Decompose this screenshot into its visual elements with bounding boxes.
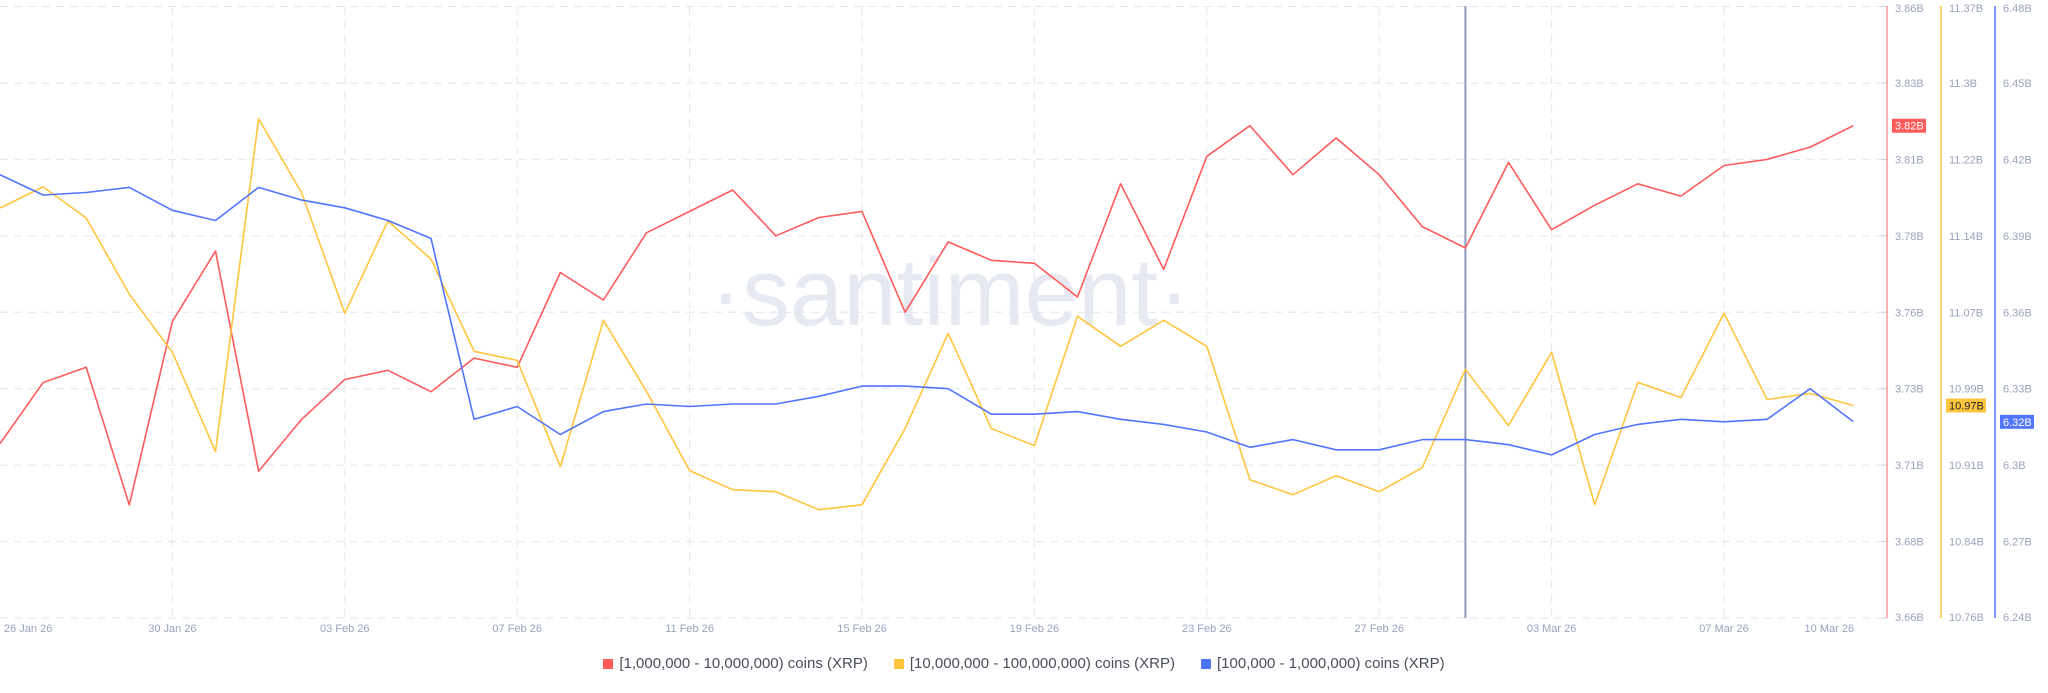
x-tick-label: 19 Feb 26	[1010, 623, 1060, 635]
y-tick-label: 6.42B	[2003, 154, 2032, 166]
y-tick-label: 6.33B	[2003, 384, 2032, 396]
legend-swatch	[603, 658, 614, 669]
legend-swatch	[893, 658, 904, 669]
y-tick-label: 10.99B	[1949, 384, 1984, 396]
y-tick-label: 3.78B	[1895, 231, 1924, 243]
x-tick-label: 10 Mar 26	[1805, 623, 1855, 635]
x-tick-label: 27 Feb 26	[1354, 623, 1404, 635]
y-tick-label: 6.27B	[2003, 537, 2032, 549]
y-tick-label: 11.07B	[1949, 307, 1983, 319]
y-tick-label: 6.48B	[2003, 3, 2032, 15]
last-value-badge	[1892, 118, 1926, 133]
y-tick-label: 3.66B	[1895, 612, 1924, 624]
last-value-badge	[2000, 414, 2034, 429]
y-tick-label: 6.3B	[2003, 460, 2026, 472]
series-line-1	[0, 118, 1854, 511]
legend-item-blue[interactable]: [100,000 - 1,000,000) coins (XRP)	[1201, 655, 1445, 672]
x-tick-label: 15 Feb 26	[837, 623, 887, 635]
legend-swatch	[1201, 658, 1211, 669]
legend-item-red[interactable]: [1,000,000 - 10,000,000) coins (XRP)	[603, 655, 868, 672]
x-axis: 26 Jan 26 30 Jan 26 03 Feb 26 07 Feb 26 11 F…	[4, 623, 1854, 635]
y-tick-label: 10.91B	[1949, 460, 1984, 472]
series-lines	[0, 118, 1854, 511]
x-tick-label: 11 Feb 26	[665, 623, 714, 635]
x-tick-label: 30 Jan 26	[148, 623, 196, 635]
legend-label: [10,000,000 - 100,000,000) coins (XRP)	[909, 655, 1175, 672]
series-line-2	[0, 173, 1854, 456]
x-tick-label: 03 Feb 26	[320, 623, 370, 635]
y-tick-label: 3.86B	[1895, 3, 1924, 15]
x-tick-label: 23 Feb 26	[1182, 623, 1232, 635]
gridlines	[0, 6, 1887, 619]
y-tick-label: 11.14B	[1949, 231, 1983, 243]
y-tick-label: 3.71B	[1895, 460, 1924, 472]
y-tick-label: 6.36B	[2003, 307, 2032, 319]
last-value-badge	[1946, 398, 1986, 413]
x-tick-label: 03 Mar 26	[1527, 623, 1577, 635]
y-tick-label: 11.37B	[1949, 3, 1983, 15]
x-tick-label: 26 Jan 26	[4, 623, 52, 635]
y-tick-label: 6.39B	[2003, 231, 2032, 243]
y-tick-label: 6.24B	[2003, 612, 2032, 624]
y-tick-label: 3.68B	[1895, 537, 1924, 549]
legend-item-yellow[interactable]: [10,000,000 - 100,000,000) coins (XRP)	[893, 655, 1175, 672]
y-tick-label: 11.22B	[1949, 154, 1983, 166]
legend-label: [100,000 - 1,000,000) coins (XRP)	[1217, 655, 1445, 672]
y-tick-label: 6.45B	[2003, 78, 2032, 90]
x-tick-label: 07 Mar 26	[1699, 623, 1749, 635]
y-tick-label: 3.81B	[1895, 154, 1924, 166]
y-tick-label: 11.3B	[1949, 78, 1977, 90]
legend: [1,000,000 - 10,000,000) coins (XRP) [10…	[0, 655, 2048, 672]
y-tick-label: 3.73B	[1895, 384, 1924, 396]
legend-label: [1,000,000 - 10,000,000) coins (XRP)	[619, 655, 868, 672]
last-value-label: 10.97B	[1949, 400, 1984, 412]
y-tick-label: 3.83B	[1895, 78, 1924, 90]
y-tick-label: 10.84B	[1949, 537, 1984, 549]
series-line-0	[0, 124, 1854, 506]
last-value-label: 6.32B	[2003, 417, 2032, 429]
y-tick-label: 3.76B	[1895, 307, 1924, 319]
y-tick-label: 10.76B	[1949, 612, 1984, 624]
x-tick-label: 07 Feb 26	[492, 623, 542, 635]
santiment-watermark: ·santiment·	[710, 239, 1190, 346]
last-value-label: 3.82B	[1895, 121, 1924, 133]
y-axes: 3.86B 3.83B 3.81B 3.78B 3.76B 3.73B 3.71B 3.68B…	[1881, 3, 2034, 624]
